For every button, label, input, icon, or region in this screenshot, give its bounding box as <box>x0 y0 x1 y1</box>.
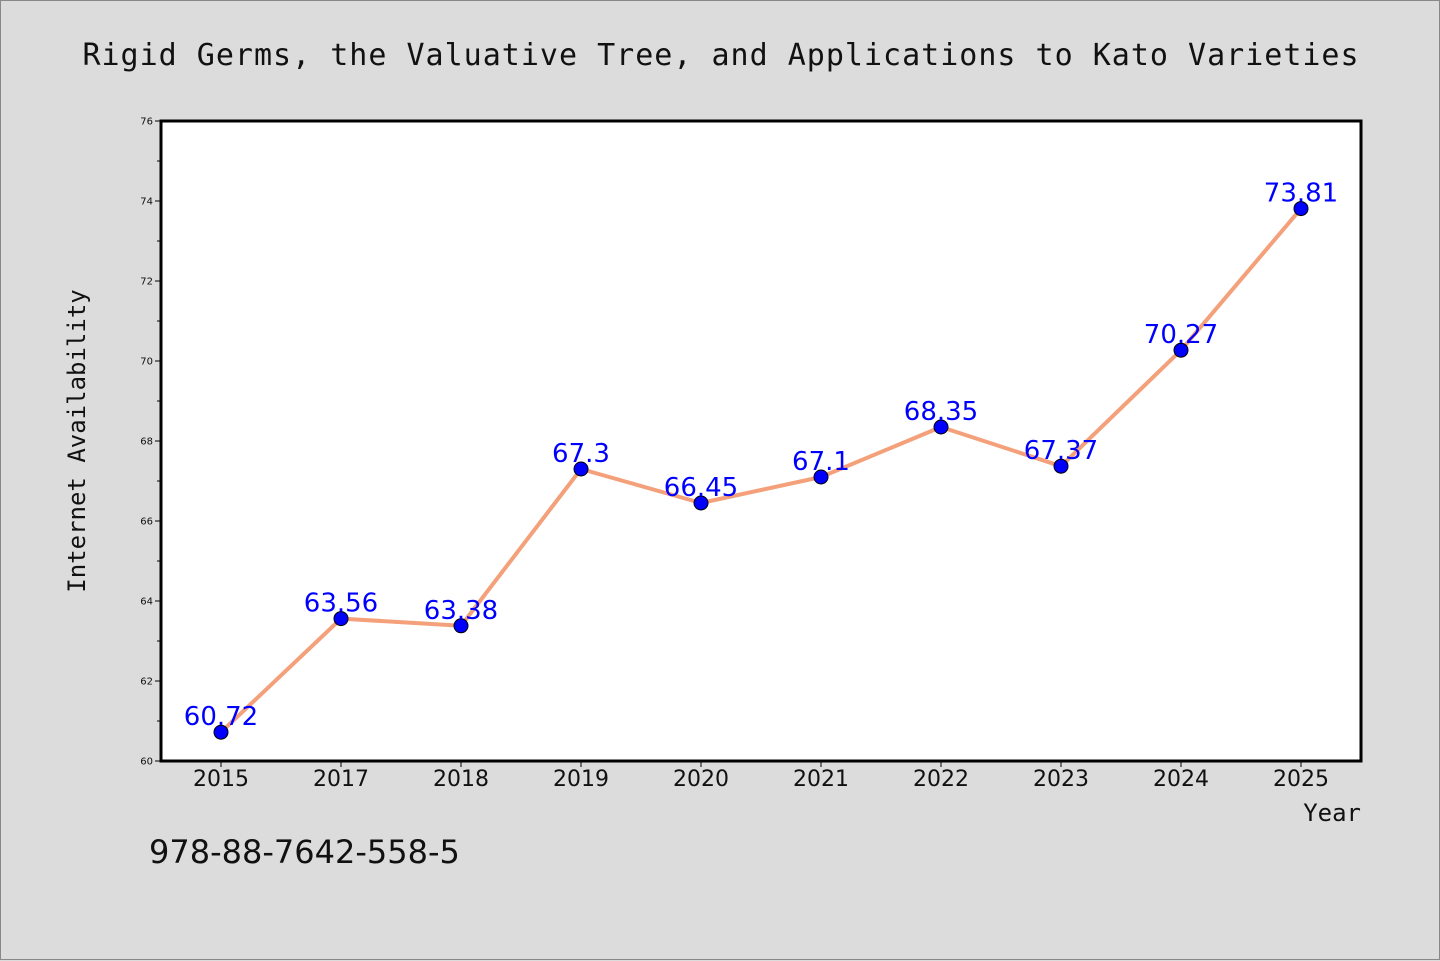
y-tick-label: 66 <box>140 517 153 528</box>
data-point <box>213 724 229 740</box>
y-tick-label: 70 <box>140 357 153 368</box>
data-label: 66.45 <box>664 473 738 503</box>
x-tick-label: 2023 <box>1033 767 1089 792</box>
data-point <box>573 461 589 477</box>
data-label: 63.38 <box>424 596 498 626</box>
y-tick-label: 60 <box>140 757 153 768</box>
y-tick-label: 64 <box>140 597 153 608</box>
data-label: 67.1 <box>792 447 850 477</box>
data-label: 70.27 <box>1144 320 1218 350</box>
x-tick-label: 2018 <box>433 767 489 792</box>
x-tick-label: 2024 <box>1153 767 1209 792</box>
x-tick-label: 2020 <box>673 767 729 792</box>
y-tick-label: 62 <box>140 677 153 688</box>
data-label: 68.35 <box>904 397 978 427</box>
data-point <box>1293 201 1309 217</box>
data-point <box>693 495 709 511</box>
y-tick-label: 72 <box>140 277 153 288</box>
isbn-label: 978-88-7642-558-5 <box>149 833 460 871</box>
plot-background <box>161 121 1361 761</box>
series-line <box>219 206 1303 735</box>
x-tick-label: 2025 <box>1273 767 1329 792</box>
x-tick-label: 2017 <box>313 767 369 792</box>
x-tick-label: 2019 <box>553 767 609 792</box>
data-label: 63.56 <box>304 589 378 619</box>
data-point <box>813 469 829 485</box>
data-point <box>1053 458 1069 474</box>
data-label: 67.3 <box>552 439 610 469</box>
y-tick-label: 76 <box>140 117 153 128</box>
data-point <box>453 618 469 634</box>
y-axis-label: Internet Availability <box>63 289 91 592</box>
x-tick-label: 2022 <box>913 767 969 792</box>
plot-border <box>159 119 1363 763</box>
data-point <box>933 419 949 435</box>
chart-title: Rigid Germs, the Valuative Tree, and App… <box>82 38 1359 73</box>
plot-area: 60 62 64 66 68 70 72 74 76 2015 2017 2018 2019 2020 20… <box>140 117 1363 792</box>
data-point <box>333 611 349 627</box>
y-tick-label: 68 <box>140 437 153 448</box>
x-tick-label: 2015 <box>193 767 249 792</box>
data-label: 60.72 <box>184 702 258 732</box>
x-tick-label: 2021 <box>793 767 849 792</box>
y-tick-label: 74 <box>140 197 153 208</box>
data-label: 73.81 <box>1264 179 1338 209</box>
data-point <box>1173 342 1189 358</box>
x-axis-label: Year <box>1303 799 1361 827</box>
data-label: 67.37 <box>1024 436 1098 466</box>
